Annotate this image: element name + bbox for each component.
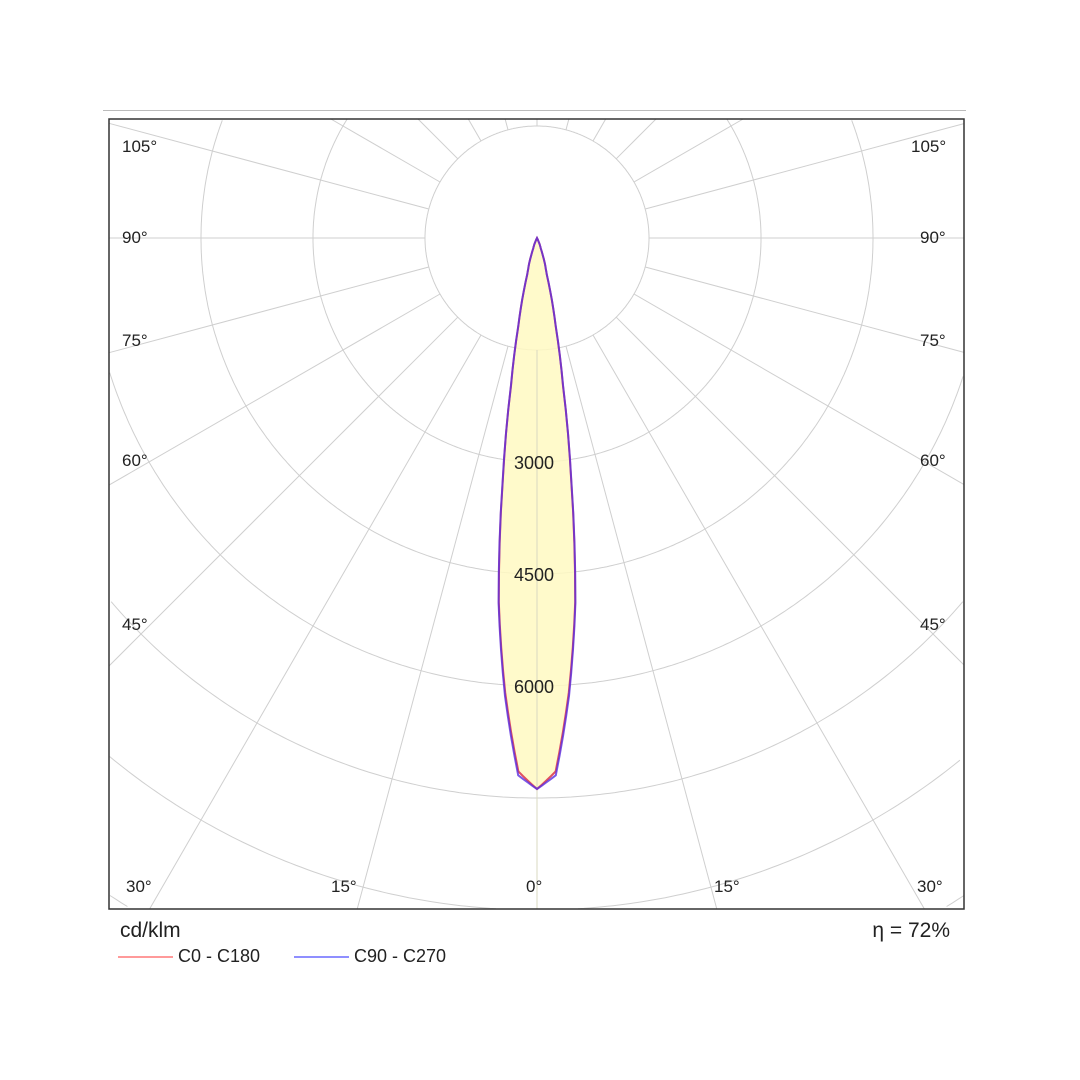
grid-ring [537,120,874,575]
grid-spoke [330,118,441,183]
angle-label-bottom: 30° [126,877,152,896]
grid-spoke [467,118,482,142]
grid-spoke [592,334,925,910]
radial-tick-label: 6000 [514,677,555,697]
grid-ring [537,601,964,799]
grid-spoke [417,118,459,160]
grid-spoke [108,266,429,354]
grid-ring [946,895,965,907]
angle-label-left: 105° [122,137,158,156]
grid-spoke [633,293,965,485]
angle-label-bottom: 0° [526,877,543,896]
angle-label-bottom: 15° [331,877,357,896]
angle-label-right: 75° [920,331,946,350]
angle-label-bottom: 30° [917,877,943,896]
grid-spoke [108,122,429,210]
legend-swatch [294,955,349,958]
grid-ring [109,756,497,910]
angle-label-right: 60° [920,451,946,470]
angle-label-right: 105° [911,137,947,156]
angle-label-left: 90° [122,228,148,247]
plot-area [108,118,965,910]
legend-item-c90: C90 - C270 [294,946,446,967]
radial-tick-label: 3000 [514,453,555,473]
grid-spoke [108,316,459,667]
legend-swatch [118,955,173,958]
radial-tick-label: 4500 [514,565,555,585]
grid-spoke [633,118,744,183]
grid-ring [537,119,762,463]
grid-spoke [149,334,482,910]
legend-label: C90 - C270 [354,946,447,966]
grid-spoke [592,118,607,142]
grid-ring [110,601,537,799]
grid-ring [109,372,537,687]
legend-item-c0: C0 - C180 [118,946,260,967]
grid-ring [577,759,961,910]
grid-spoke [615,118,657,160]
angle-label-right: 45° [920,615,946,634]
grid-ring [200,120,537,575]
angle-label-left: 60° [122,451,148,470]
grid-ring [312,119,537,463]
top-divider [103,110,966,111]
legend-label: C0 - C180 [178,946,261,966]
grid-spoke [565,346,718,910]
angle-label-right: 90° [920,228,946,247]
grid-spoke [615,316,965,666]
grid-spoke [108,293,441,486]
angle-label-left: 75° [122,331,148,350]
grid-ring [109,895,128,907]
angle-label-bottom: 15° [714,877,740,896]
grid-spoke [565,118,570,130]
grid-ring [537,376,964,687]
unit-label: cd/klm [120,919,181,942]
angle-label-left: 45° [122,615,148,634]
series-c90-c270 [497,235,577,791]
grid-spoke [504,118,509,130]
grid-spoke [356,346,509,910]
grid-spoke [645,266,965,353]
chart-frame [108,118,965,910]
efficiency-label: η = 72% [872,919,950,942]
grid-spoke [645,123,965,210]
